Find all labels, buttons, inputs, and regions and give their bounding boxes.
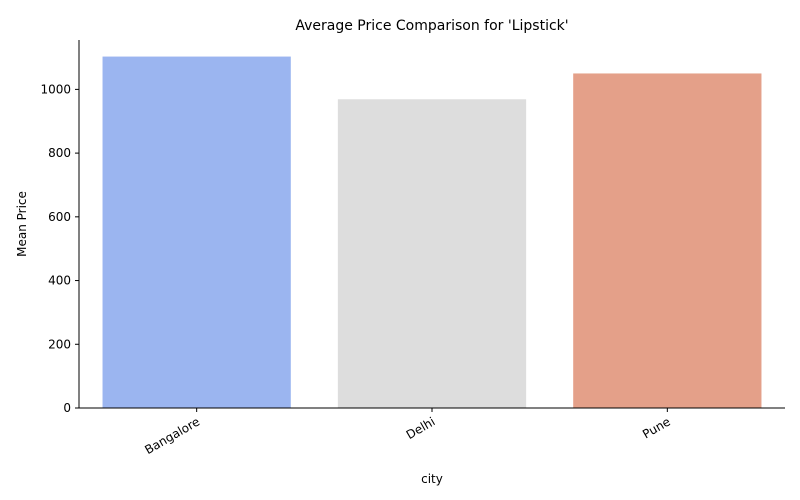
- y-tick-label: 200: [48, 337, 71, 351]
- x-axis-label: city: [421, 472, 443, 486]
- bar-bangalore: [102, 56, 291, 409]
- x-tick-label: Delhi: [404, 414, 438, 442]
- y-tick-label: 600: [48, 210, 71, 224]
- y-axis: 0 200 400 600 800 1000: [40, 82, 79, 415]
- x-tick-label: Bangalore: [142, 414, 202, 457]
- bar-delhi: [337, 99, 527, 409]
- y-tick-label: 1000: [40, 82, 71, 96]
- bars-group: [102, 56, 762, 409]
- y-tick-label: 0: [63, 401, 71, 415]
- axis-frame: [78, 40, 785, 409]
- x-tick-label: Pune: [640, 414, 673, 441]
- x-axis: Bangalore Delhi Pune: [142, 408, 673, 457]
- bar-pune: [573, 73, 762, 409]
- y-tick-label: 800: [48, 146, 71, 160]
- y-tick-label: 400: [48, 274, 71, 288]
- chart-title: Average Price Comparison for 'Lipstick': [295, 18, 568, 34]
- y-axis-label: Mean Price: [15, 191, 29, 257]
